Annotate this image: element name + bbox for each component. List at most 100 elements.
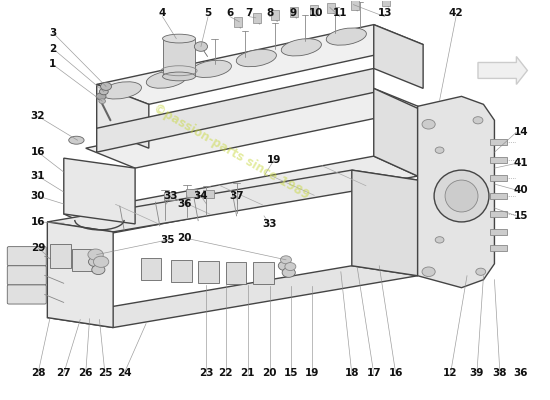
Bar [490, 175, 507, 181]
Text: 23: 23 [199, 368, 213, 378]
Text: 30: 30 [31, 191, 45, 201]
Bar [490, 229, 507, 235]
Bar [351, 0, 359, 10]
Ellipse shape [163, 72, 195, 81]
Bar [234, 17, 242, 27]
Text: 41: 41 [514, 158, 528, 168]
Text: 10: 10 [309, 8, 323, 18]
Text: 15: 15 [514, 211, 528, 221]
Circle shape [422, 267, 435, 276]
Polygon shape [64, 156, 417, 234]
Circle shape [473, 117, 483, 124]
Text: 40: 40 [514, 185, 528, 195]
Text: 29: 29 [31, 243, 45, 253]
Circle shape [285, 262, 296, 270]
Ellipse shape [445, 180, 478, 212]
Polygon shape [417, 96, 494, 288]
Text: 27: 27 [57, 368, 71, 378]
Polygon shape [374, 25, 423, 88]
Ellipse shape [326, 28, 366, 45]
Ellipse shape [163, 34, 195, 43]
Text: 31: 31 [31, 171, 45, 181]
Polygon shape [374, 88, 417, 176]
Bar [170, 260, 191, 282]
Bar [202, 190, 213, 198]
Ellipse shape [69, 136, 84, 144]
Text: 36: 36 [177, 199, 192, 209]
Bar [50, 244, 71, 268]
Text: 3: 3 [49, 28, 57, 38]
Ellipse shape [101, 82, 141, 99]
Text: 33: 33 [163, 191, 178, 201]
Bar [490, 245, 507, 251]
Text: 26: 26 [79, 368, 93, 378]
Ellipse shape [281, 39, 321, 56]
Bar [327, 3, 336, 13]
Text: 14: 14 [514, 127, 528, 137]
Polygon shape [97, 68, 374, 152]
Text: 20: 20 [177, 233, 192, 243]
Bar [490, 211, 507, 217]
Text: 8: 8 [266, 8, 273, 18]
Circle shape [94, 256, 109, 267]
Bar [163, 38, 195, 76]
Ellipse shape [191, 60, 232, 78]
Polygon shape [97, 25, 423, 104]
Text: 16: 16 [31, 147, 45, 157]
Circle shape [278, 261, 292, 270]
Text: 22: 22 [218, 368, 233, 378]
Text: 4: 4 [159, 8, 166, 18]
FancyBboxPatch shape [7, 247, 46, 266]
Text: 7: 7 [245, 8, 253, 18]
Text: 37: 37 [229, 191, 244, 201]
Text: 19: 19 [267, 155, 281, 165]
Circle shape [422, 120, 435, 129]
Text: 38: 38 [493, 368, 507, 378]
Text: 35: 35 [161, 235, 175, 245]
Polygon shape [478, 56, 527, 84]
Polygon shape [47, 170, 417, 232]
Text: 15: 15 [284, 368, 299, 378]
Bar [290, 7, 298, 17]
Text: 12: 12 [443, 368, 458, 378]
Text: 5: 5 [205, 8, 212, 18]
Text: 20: 20 [262, 368, 277, 378]
Circle shape [101, 82, 112, 90]
Bar [186, 189, 197, 197]
Circle shape [435, 237, 444, 243]
Circle shape [435, 147, 444, 153]
Ellipse shape [434, 170, 489, 222]
Bar [164, 192, 175, 200]
Circle shape [100, 88, 108, 95]
Bar [271, 10, 279, 20]
Text: 18: 18 [344, 368, 359, 378]
Ellipse shape [236, 50, 277, 67]
Circle shape [89, 257, 102, 266]
Bar [253, 262, 274, 284]
Bar [490, 193, 507, 199]
Text: 34: 34 [194, 191, 208, 201]
Bar [490, 157, 507, 163]
Circle shape [88, 249, 103, 260]
Bar [382, 0, 390, 6]
Bar [253, 13, 261, 23]
Text: 25: 25 [98, 368, 112, 378]
Circle shape [282, 268, 295, 277]
Text: 13: 13 [377, 8, 392, 18]
Bar [310, 5, 318, 15]
Circle shape [476, 268, 486, 275]
Ellipse shape [146, 71, 186, 88]
Bar [141, 258, 162, 280]
Bar [226, 262, 246, 284]
Circle shape [194, 42, 207, 51]
Text: 16: 16 [388, 368, 403, 378]
Text: 32: 32 [31, 111, 45, 121]
FancyBboxPatch shape [7, 266, 46, 285]
Polygon shape [64, 158, 135, 224]
Bar [198, 261, 219, 283]
Text: 9: 9 [289, 8, 296, 18]
Text: 19: 19 [305, 368, 320, 378]
Circle shape [92, 265, 105, 274]
Text: 16: 16 [31, 217, 45, 227]
Text: 39: 39 [470, 368, 484, 378]
